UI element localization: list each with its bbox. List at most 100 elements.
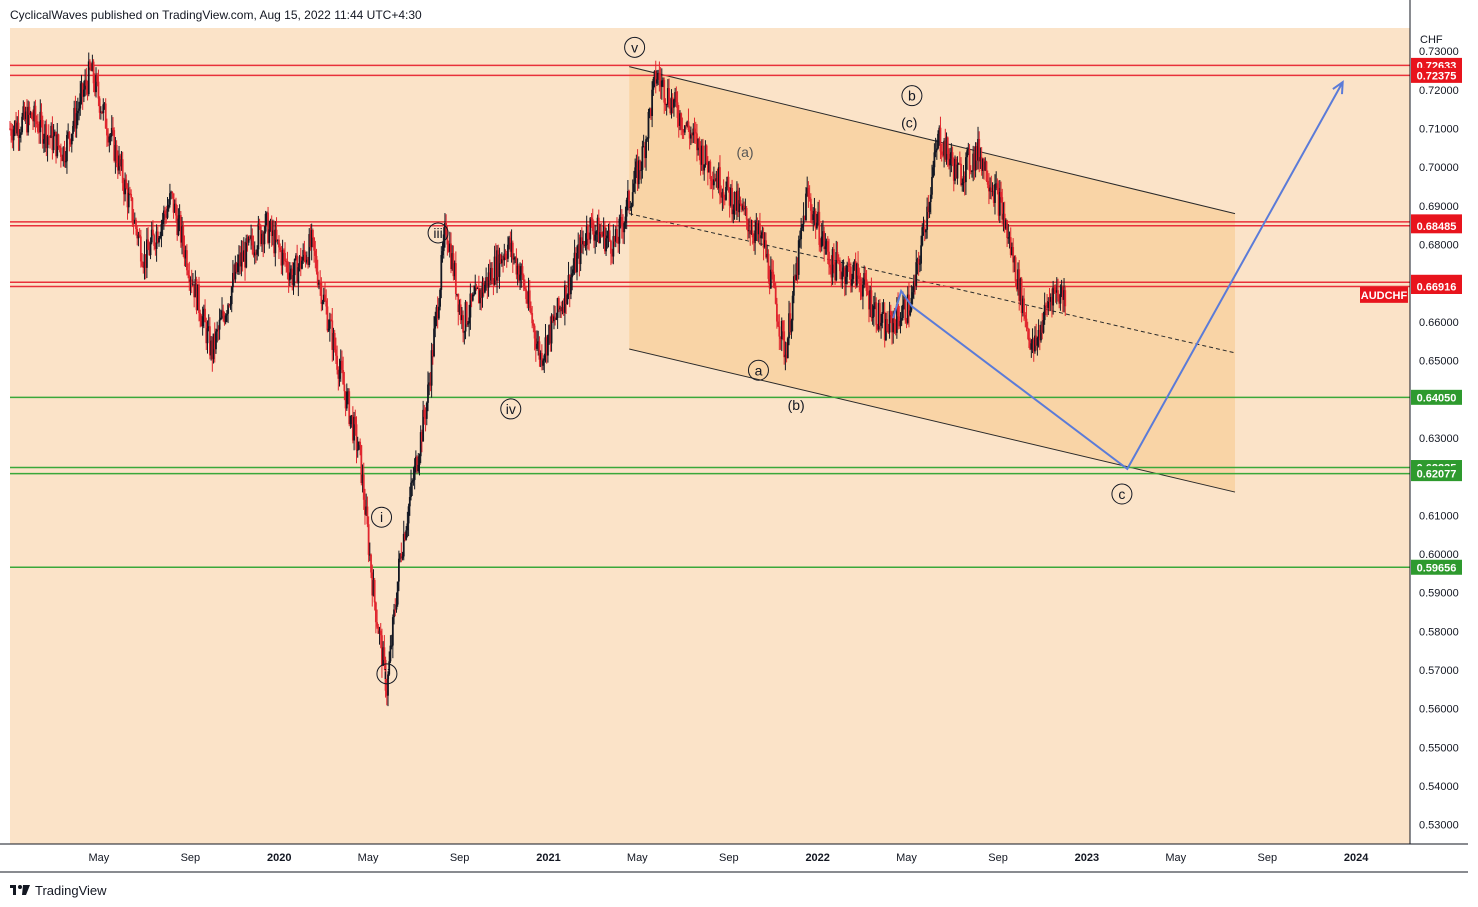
candle-body — [699, 147, 702, 165]
candle-body — [321, 301, 324, 304]
candle-body — [969, 170, 972, 172]
candle-body — [46, 136, 49, 149]
candle-body — [471, 294, 474, 301]
x-tick-label: Sep — [719, 852, 739, 864]
candle-body — [774, 286, 777, 304]
wave-label: b — [908, 88, 916, 104]
candle-body — [825, 241, 828, 247]
candle-body — [116, 162, 119, 171]
candle-body — [247, 236, 250, 243]
candle-body — [583, 241, 586, 246]
candle-body — [435, 307, 438, 317]
x-tick-label: 2023 — [1075, 852, 1099, 864]
candle-body — [1048, 300, 1051, 302]
x-tick-label: Sep — [988, 852, 1008, 864]
candle-body — [580, 237, 583, 245]
candle-body — [360, 445, 363, 484]
candle-body — [802, 215, 805, 225]
candle-body — [372, 580, 375, 596]
candle-body — [975, 146, 978, 161]
candle-body — [190, 279, 193, 285]
candle-body — [148, 249, 151, 256]
candle-body — [726, 176, 729, 188]
candle-body — [44, 124, 47, 140]
candle-body — [376, 622, 378, 627]
candle-body — [236, 263, 239, 272]
candle-body — [662, 80, 664, 82]
candle-body — [608, 230, 611, 241]
candle-body — [1020, 278, 1023, 314]
candle-body — [412, 479, 415, 482]
candle-body — [182, 226, 185, 247]
candle-body — [221, 310, 223, 318]
candle-body — [645, 139, 647, 159]
time-axis[interactable] — [0, 844, 1468, 872]
candle-body — [95, 75, 97, 93]
candle-body — [840, 271, 843, 280]
candle-body — [519, 274, 521, 281]
candle-body — [92, 61, 95, 84]
candle-body — [394, 609, 397, 611]
candle-body — [870, 290, 873, 318]
candle-body — [1059, 293, 1062, 304]
candle-body — [940, 151, 943, 155]
candle-body — [383, 647, 386, 660]
candle-body — [238, 254, 240, 264]
channel-midline[interactable] — [629, 213, 1236, 354]
candle-body — [549, 325, 552, 344]
candle-body — [481, 282, 484, 298]
candle-body — [365, 506, 368, 515]
candle-body — [803, 215, 806, 221]
y-tick-label: 0.58000 — [1419, 626, 1459, 638]
candle-body — [169, 193, 171, 205]
projection-path[interactable] — [892, 81, 1344, 471]
candle-body — [961, 183, 964, 186]
candle-body — [606, 235, 609, 239]
candle-body — [339, 360, 342, 370]
candle-body — [110, 127, 113, 137]
candle-body — [1046, 305, 1048, 309]
candle-body — [1019, 278, 1022, 302]
candle-body — [10, 128, 13, 136]
wave-label: (c) — [901, 115, 917, 131]
candle-body — [115, 144, 118, 163]
channel-upper-line[interactable] — [629, 66, 1236, 215]
candle-body — [578, 244, 581, 265]
candle-body — [499, 254, 502, 264]
tradingview-brand[interactable]: TradingView — [10, 880, 107, 900]
candle-body — [125, 179, 128, 189]
candle-body — [805, 193, 807, 221]
price-axis[interactable] — [1410, 28, 1468, 844]
candle-body — [179, 215, 182, 243]
candle-body — [737, 190, 740, 213]
candle-body — [265, 212, 268, 214]
symbol-tag[interactable] — [1360, 286, 1408, 303]
candle-body — [618, 218, 621, 244]
candle-body — [796, 263, 799, 275]
candle-body — [642, 146, 645, 148]
candle-body — [891, 315, 893, 333]
candle-body — [613, 236, 616, 242]
candle-body — [1004, 220, 1007, 229]
candle-body — [153, 235, 156, 246]
candle-body — [257, 223, 260, 250]
candle-body — [763, 240, 766, 248]
candle-body — [589, 217, 592, 240]
candle-body — [683, 125, 686, 133]
candle-body — [652, 79, 655, 90]
candle-body — [56, 134, 59, 157]
candle-body — [532, 323, 535, 326]
candle-body — [685, 125, 687, 127]
candle-body — [834, 264, 836, 281]
candle-body — [594, 234, 597, 241]
candle-body — [488, 272, 491, 281]
candle-body — [909, 310, 912, 316]
candle-body — [326, 306, 329, 331]
y-tick-label: 0.72000 — [1419, 85, 1459, 97]
candle-body — [894, 323, 897, 333]
candle-body — [871, 316, 874, 318]
y-tick-label: 0.59000 — [1419, 588, 1459, 600]
candle-body — [892, 318, 895, 333]
candle-body — [1014, 257, 1017, 281]
